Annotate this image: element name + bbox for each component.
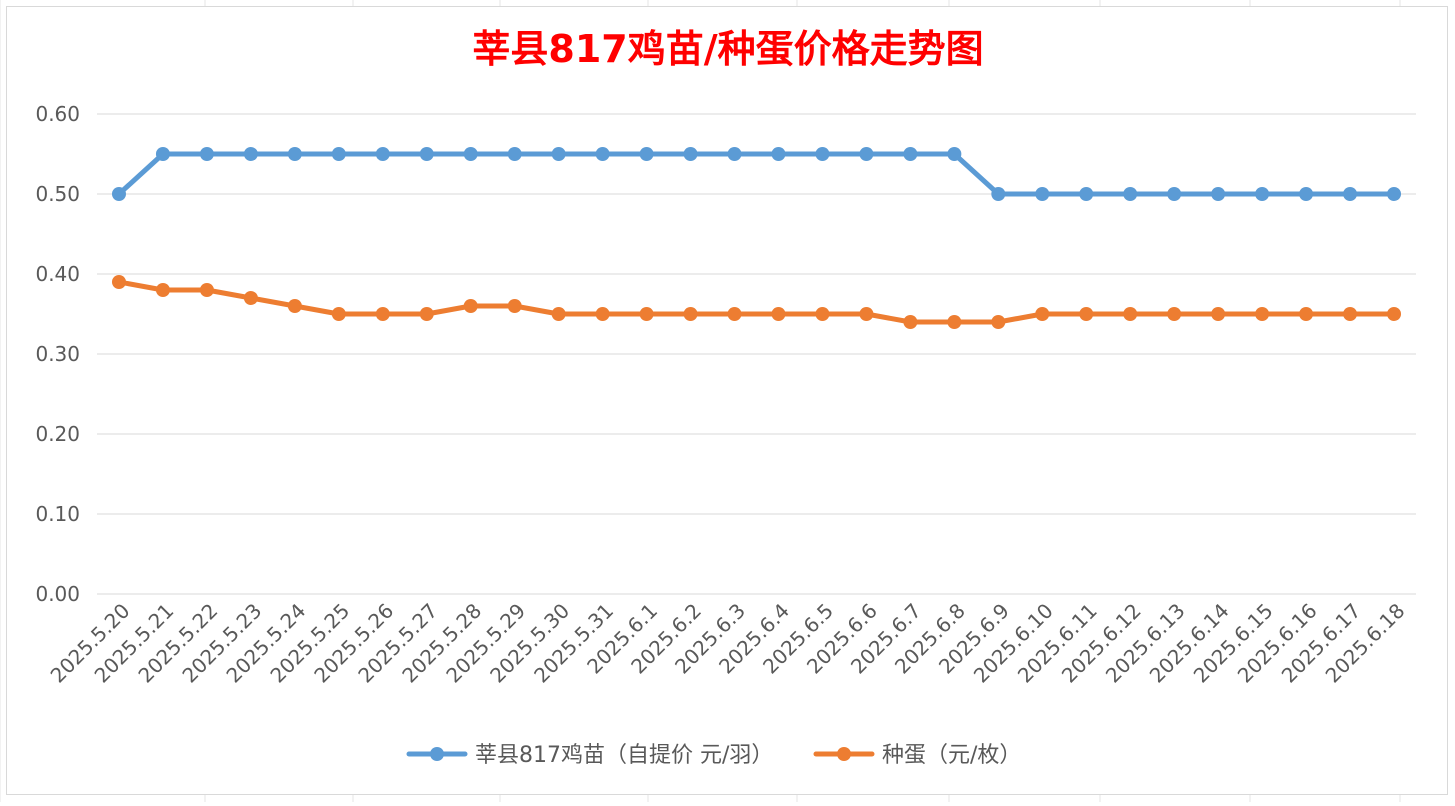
data-point — [1123, 187, 1138, 201]
data-point — [947, 315, 962, 329]
data-point — [903, 315, 918, 329]
data-point — [771, 147, 786, 161]
data-point — [331, 307, 346, 321]
series-2 — [111, 275, 1402, 329]
data-point — [1035, 307, 1050, 321]
data-point — [1035, 187, 1050, 201]
data-point — [463, 299, 478, 313]
series-layer — [111, 147, 1402, 329]
chart-title: 莘县817鸡苗/种蛋价格走势图 — [472, 27, 983, 71]
y-tick-label: 0.30 — [35, 342, 80, 366]
data-point — [991, 315, 1006, 329]
data-point — [1079, 307, 1094, 321]
legend: 莘县817鸡苗（自提价 元/羽） 种蛋（元/枚） — [406, 743, 1021, 768]
data-point — [419, 147, 434, 161]
series-line — [116, 279, 1397, 325]
data-point — [1299, 307, 1314, 321]
data-point — [287, 147, 302, 161]
legend-item-2: 种蛋（元/枚） — [813, 743, 1021, 768]
data-point — [551, 147, 566, 161]
data-point — [815, 147, 830, 161]
data-point — [111, 275, 126, 289]
y-axis-tick-labels: 0.00 0.10 0.20 0.30 0.40 0.50 0.60 — [35, 102, 80, 606]
y-tick-label: 0.40 — [35, 262, 80, 286]
data-point — [243, 147, 258, 161]
legend-label: 莘县817鸡苗（自提价 元/羽） — [475, 743, 773, 768]
data-point — [859, 307, 874, 321]
data-point — [1167, 307, 1182, 321]
data-point — [1211, 307, 1226, 321]
data-point — [507, 299, 522, 313]
data-point — [683, 307, 698, 321]
data-point — [419, 307, 434, 321]
legend-item-1: 莘县817鸡苗（自提价 元/羽） — [406, 743, 773, 768]
data-point — [815, 307, 830, 321]
data-point — [771, 307, 786, 321]
data-point — [199, 147, 214, 161]
data-point — [947, 147, 962, 161]
data-point — [639, 147, 654, 161]
data-point — [375, 147, 390, 161]
data-point — [155, 283, 170, 297]
data-point — [859, 147, 874, 161]
data-point — [1387, 187, 1402, 201]
data-point — [1387, 307, 1402, 321]
data-point — [991, 187, 1006, 201]
y-tick-label: 0.50 — [35, 182, 80, 206]
y-tick-label: 0.60 — [35, 102, 80, 126]
data-point — [595, 307, 610, 321]
y-tick-label: 0.00 — [35, 582, 80, 606]
data-point — [155, 147, 170, 161]
data-point — [287, 299, 302, 313]
chart-area-border — [6, 6, 1448, 795]
y-tick-label: 0.20 — [35, 422, 80, 446]
data-point — [1123, 307, 1138, 321]
data-point — [1343, 187, 1358, 201]
data-point — [1343, 307, 1358, 321]
series-line — [116, 151, 1397, 197]
data-point — [463, 147, 478, 161]
data-point — [639, 307, 654, 321]
data-point — [727, 307, 742, 321]
data-point — [595, 147, 610, 161]
data-point — [1255, 187, 1270, 201]
data-point — [1211, 187, 1226, 201]
data-point — [507, 147, 522, 161]
series-1 — [111, 147, 1402, 201]
legend-swatch-marker — [430, 747, 444, 761]
data-point — [111, 187, 126, 201]
data-point — [683, 147, 698, 161]
data-point — [551, 307, 566, 321]
y-tick-label: 0.10 — [35, 502, 80, 526]
data-point — [1299, 187, 1314, 201]
data-point — [331, 147, 346, 161]
data-point — [903, 147, 918, 161]
data-point — [1167, 187, 1182, 201]
legend-label: 种蛋（元/枚） — [882, 743, 1021, 768]
data-point — [1079, 187, 1094, 201]
data-point — [375, 307, 390, 321]
data-point — [1255, 307, 1270, 321]
data-point — [727, 147, 742, 161]
legend-swatch-marker — [837, 747, 851, 761]
data-point — [199, 283, 214, 297]
data-point — [243, 291, 258, 305]
